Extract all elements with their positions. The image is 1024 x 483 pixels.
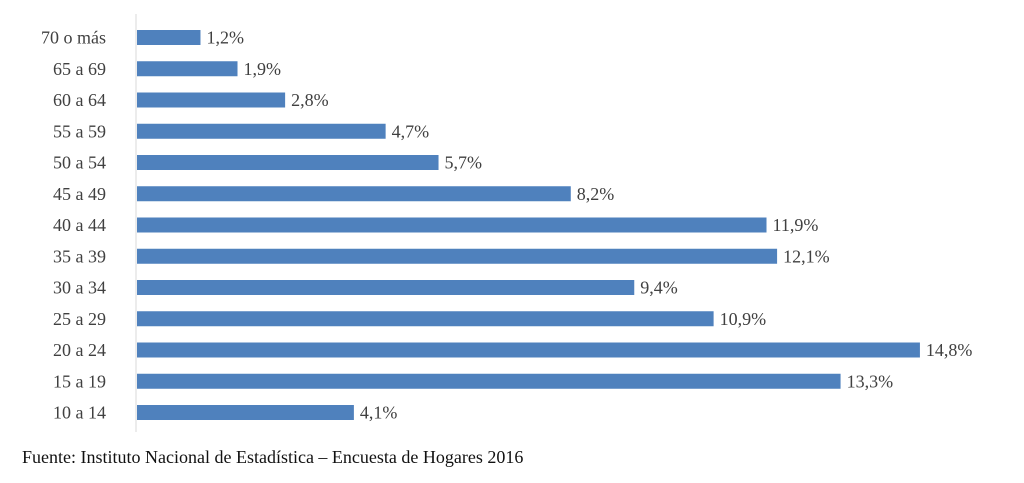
data-label: 14,8%	[926, 340, 973, 360]
category-label: 30 a 34	[53, 278, 106, 298]
category-label: 10 a 14	[53, 403, 106, 423]
category-label: 35 a 39	[53, 246, 106, 266]
data-label: 8,2%	[577, 184, 615, 204]
bar	[137, 280, 635, 295]
data-label: 4,7%	[392, 121, 430, 141]
bar	[137, 61, 238, 77]
category-label: 60 a 64	[53, 90, 106, 110]
bar	[137, 186, 571, 202]
bar	[137, 405, 354, 420]
bar	[137, 30, 201, 45]
chart-svg: 70 o más 1,2% 65 a 69 1,9% 60 a 64 2,8% 55 a 5…	[41, 14, 973, 432]
bar	[137, 217, 767, 233]
category-label: 25 a 29	[53, 309, 106, 329]
bar	[137, 155, 439, 170]
data-label: 4,1%	[360, 403, 398, 423]
data-label: 5,7%	[445, 153, 483, 173]
data-label: 13,3%	[847, 371, 894, 391]
data-label: 9,4%	[640, 278, 678, 298]
category-label: 20 a 24	[53, 340, 106, 360]
data-label: 10,9%	[720, 309, 767, 329]
data-label: 12,1%	[783, 246, 830, 266]
data-label: 1,9%	[244, 59, 282, 79]
category-label: 40 a 44	[53, 215, 106, 235]
bar	[137, 92, 286, 108]
bar-chart: 70 o más 1,2% 65 a 69 1,9% 60 a 64 2,8% 55 a 5…	[41, 14, 973, 432]
bar	[137, 342, 920, 358]
data-label: 2,8%	[291, 90, 329, 110]
data-label: 1,2%	[206, 28, 244, 48]
bar	[137, 123, 386, 139]
category-label: 55 a 59	[53, 121, 106, 141]
data-label: 11,9%	[773, 215, 819, 235]
bar	[137, 248, 778, 264]
category-label: 45 a 49	[53, 184, 106, 204]
source-note: Fuente: Instituto Nacional de Estadístic…	[22, 447, 524, 467]
category-label: 15 a 19	[53, 371, 106, 391]
category-label: 50 a 54	[53, 153, 106, 173]
bar	[137, 373, 841, 389]
category-label: 70 o más	[41, 28, 106, 48]
category-label: 65 a 69	[53, 59, 106, 79]
bar	[137, 311, 714, 327]
